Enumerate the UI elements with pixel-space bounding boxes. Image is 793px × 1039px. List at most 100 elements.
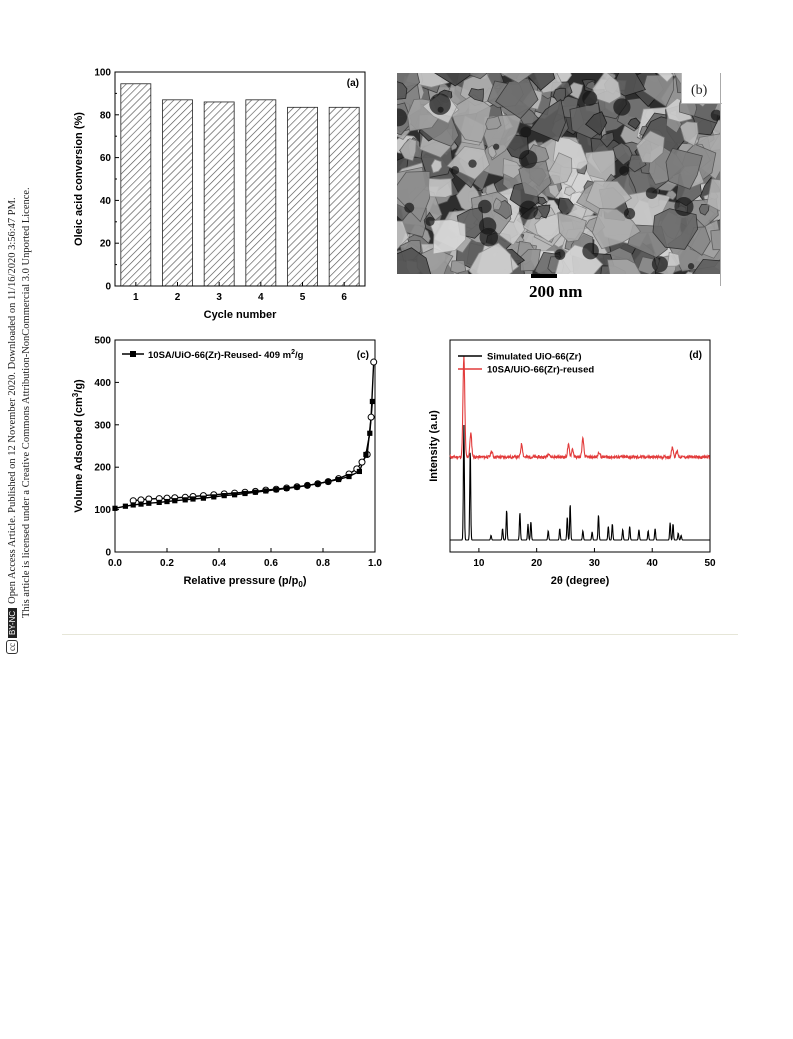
by-nc-badge[interactable]: BY-NC (8, 607, 17, 638)
legend-label: 10SA/UiO-66(Zr)-Reused- 409 m2/g (148, 349, 304, 361)
panel-a-bar-chart: 0 20 40 60 80 100 1 2 3 4 5 6 Cycle number Oleic acid… (73, 68, 366, 321)
x-tick-label: 5 (300, 292, 306, 303)
crystal (399, 138, 417, 162)
desorption-point (358, 458, 366, 466)
plot-frame (114, 339, 376, 553)
crystal (599, 131, 615, 148)
crystal (469, 73, 489, 80)
crystal (397, 220, 410, 250)
adsorption-point (369, 398, 375, 405)
y-axis-label: Intensity (a.u) (428, 410, 440, 482)
adsorption-point (294, 484, 300, 490)
x-tick-label: 40 (647, 558, 659, 569)
crystal (468, 88, 484, 103)
crystal (428, 178, 453, 198)
crystal (627, 117, 641, 130)
pore (582, 242, 599, 260)
adsorption-point (273, 487, 279, 493)
cc-badge[interactable]: cc (6, 640, 18, 654)
y-tick-label: 300 (94, 420, 111, 431)
crystal (585, 111, 608, 136)
crystal (552, 87, 566, 102)
pore (645, 187, 658, 200)
adsorption-point (130, 502, 136, 508)
adsorption-point (172, 498, 178, 504)
x-tick-label: 20 (531, 558, 543, 569)
legend-label-simulated: Simulated UiO-66(Zr) (487, 352, 582, 363)
crystal (666, 251, 681, 267)
adsorption-point (315, 481, 321, 487)
pore (429, 93, 451, 115)
crystal (518, 160, 552, 198)
adsorption-point (164, 498, 170, 505)
plot-frame (449, 339, 711, 553)
adsorption-point (284, 485, 290, 491)
scale-bar-label: 200 nm (529, 282, 583, 301)
sem-right-edge (720, 73, 721, 286)
bar (245, 99, 277, 287)
crystal (606, 258, 642, 274)
pore (404, 202, 415, 213)
plot-frame (114, 71, 366, 287)
x-tick-label: 1.0 (368, 558, 382, 569)
crystal (468, 242, 513, 274)
adsorption-point (112, 505, 118, 511)
x-tick-label: 1 (133, 292, 139, 303)
crystal (492, 197, 502, 211)
adsorption-point (138, 501, 144, 507)
crystal (692, 258, 721, 274)
x-tick-label: 10 (473, 558, 485, 569)
crystal (397, 170, 431, 223)
crystal (434, 73, 475, 87)
y-tick-label: 0 (105, 548, 111, 559)
pore (437, 106, 444, 113)
adsorption-point (325, 479, 331, 485)
desorption-point (370, 358, 378, 366)
pore (450, 166, 460, 175)
panel-label: (d) (689, 350, 702, 361)
crystal (529, 98, 566, 142)
crystal (557, 212, 587, 243)
adsorption-point (232, 492, 238, 498)
bar (328, 106, 360, 287)
crystal (502, 157, 524, 179)
adsorption-point (304, 482, 310, 489)
panel-label: (c) (357, 350, 369, 361)
adsorption-point (156, 499, 162, 505)
sem-texture (397, 73, 721, 274)
x-tick-label: 0.4 (212, 558, 226, 569)
x-tick-label: 0.6 (264, 558, 278, 569)
x-axis-label: 2θ (degree) (551, 575, 610, 587)
pore (478, 199, 492, 214)
panel-b-label: (b) (691, 83, 708, 98)
bar (287, 106, 318, 287)
y-tick-label: 100 (94, 68, 111, 79)
adsorption-point (356, 468, 362, 475)
x-tick-label: 2 (175, 292, 181, 303)
adsorption-point (242, 490, 248, 497)
adsorption-point (211, 494, 217, 500)
pore (518, 150, 538, 169)
legend-label-reused: 10SA/UiO-66(Zr)-reused (487, 365, 594, 376)
adsorption-point (122, 503, 128, 509)
panel-c-isotherm-chart: 0 100 200 300 400 500 0.0 0.2 0.4 0.6 0.8 1.0 10SA/U… (71, 336, 382, 590)
license-line-1: cc BY-NC Open Access Article. Published on… (6, 197, 18, 654)
crystal (527, 73, 556, 91)
pore (613, 98, 631, 116)
x-tick-label: 3 (216, 292, 222, 303)
adsorption-point (336, 476, 342, 483)
y-tick-label: 40 (100, 196, 112, 207)
adsorption-point (346, 473, 352, 480)
adsorption-point (367, 430, 373, 436)
scale-bar (531, 274, 557, 278)
pore (582, 90, 598, 106)
pore (674, 197, 694, 217)
panel-b-label-box (681, 73, 722, 104)
crystal (563, 186, 576, 197)
y-tick-label: 20 (100, 239, 112, 250)
y-tick-label: 400 (94, 378, 111, 389)
crystal (499, 73, 534, 84)
bar (120, 83, 152, 287)
y-tick-label: 100 (94, 505, 111, 516)
crystal (450, 259, 467, 274)
